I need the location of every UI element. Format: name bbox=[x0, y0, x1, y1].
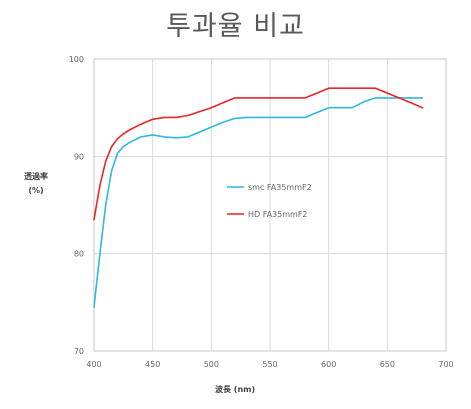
x-tick-label: 600 bbox=[321, 360, 336, 369]
y-tick-label: 100 bbox=[69, 55, 84, 64]
y-axis-label: 透過率 (%) bbox=[18, 170, 54, 198]
y-tick-label: 70 bbox=[74, 347, 84, 356]
series-line-hd bbox=[93, 87, 424, 221]
plot-area bbox=[93, 58, 447, 352]
y-axis-label-line2: (%) bbox=[28, 186, 44, 195]
x-tick-label: 500 bbox=[204, 360, 219, 369]
legend-label: smc FA35mmF2 bbox=[248, 183, 312, 192]
series-line-smc bbox=[93, 97, 424, 309]
legend: smc FA35mmF2 HD FA35mmF2 bbox=[227, 183, 312, 219]
x-tick-label: 700 bbox=[438, 360, 453, 369]
y-tick-label: 90 bbox=[74, 152, 84, 161]
y-axis-label-line1: 透過率 bbox=[24, 172, 48, 181]
tick-labels: 400 450 500 550 600 650 700 70 80 90 100 bbox=[69, 55, 454, 369]
series-lines bbox=[93, 87, 424, 309]
legend-label: HD FA35mmF2 bbox=[248, 210, 308, 219]
x-tick-label: 650 bbox=[380, 360, 395, 369]
x-tick-label: 550 bbox=[262, 360, 277, 369]
y-tick-label: 80 bbox=[74, 250, 84, 259]
page-title: 투과율 비교 bbox=[166, 11, 305, 42]
x-tick-label: 450 bbox=[145, 360, 160, 369]
grid-lines bbox=[93, 58, 447, 352]
x-axis-label: 波長 (nm) bbox=[215, 385, 256, 394]
x-tick-label: 400 bbox=[86, 360, 101, 369]
